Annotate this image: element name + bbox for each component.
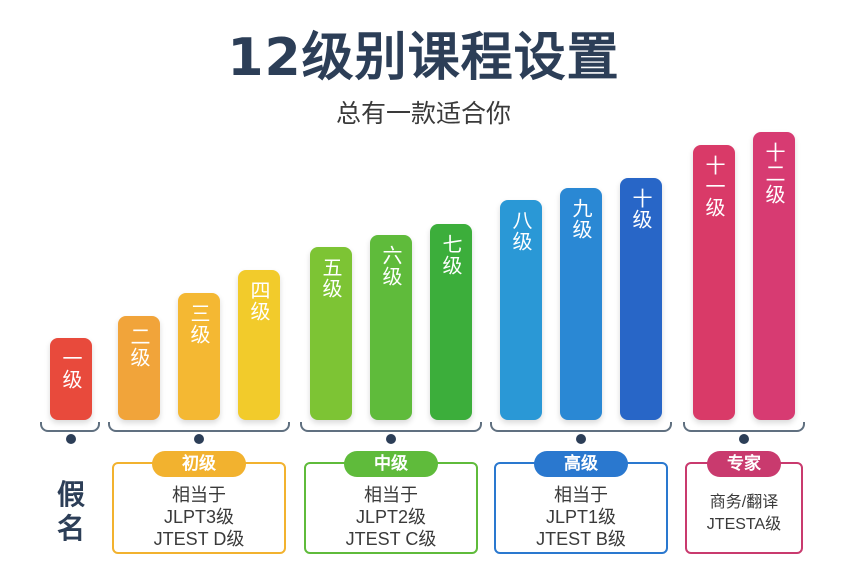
level-label: 五级 bbox=[319, 257, 343, 299]
desc-line: JLPT1级 bbox=[545, 507, 617, 527]
level-bar-11: 十一级 bbox=[693, 145, 735, 420]
level-bar-7: 七级 bbox=[430, 224, 472, 420]
desc-line: 相当于 bbox=[554, 485, 608, 505]
level-bar-12: 十二级 bbox=[753, 132, 795, 420]
group-name: 初级 bbox=[152, 451, 246, 477]
level-bar-8: 八级 bbox=[500, 200, 542, 420]
bracket-dot bbox=[386, 434, 396, 444]
level-bar-10: 十级 bbox=[620, 178, 662, 420]
level-label: 七级 bbox=[439, 234, 463, 276]
level-label: 十级 bbox=[629, 188, 653, 230]
level-label: 二级 bbox=[127, 326, 151, 368]
level-bar-2: 二级 bbox=[118, 316, 160, 420]
group-description: 商务/翻译 JTESTA级 bbox=[687, 492, 801, 536]
group-description: 相当于 JLPT2级 JTEST C级 bbox=[306, 484, 476, 550]
group-intermediate: 中级 相当于 JLPT2级 JTEST C级 bbox=[304, 451, 478, 554]
bracket-advanced bbox=[490, 422, 672, 432]
level-label: 十一级 bbox=[702, 155, 726, 218]
level-bar-4: 四级 bbox=[238, 270, 280, 420]
level-bar-9: 九级 bbox=[560, 188, 602, 420]
desc-line: JTEST C级 bbox=[345, 529, 437, 549]
level-label: 八级 bbox=[509, 210, 533, 252]
desc-line: JTESTA级 bbox=[706, 516, 782, 533]
desc-line: 相当于 bbox=[172, 485, 226, 505]
group-name: 高级 bbox=[534, 451, 628, 477]
bracket-kana bbox=[40, 422, 100, 432]
bracket-dot bbox=[66, 434, 76, 444]
level-bar-1: 一级 bbox=[50, 338, 92, 420]
level-bar-6: 六级 bbox=[370, 235, 412, 420]
bracket-beginner bbox=[108, 422, 290, 432]
bracket-expert bbox=[683, 422, 805, 432]
level-bar-3: 三级 bbox=[178, 293, 220, 420]
level-label: 十二级 bbox=[762, 142, 786, 205]
group-name: 中级 bbox=[344, 451, 438, 477]
desc-line: 相当于 bbox=[364, 485, 418, 505]
page-subtitle: 总有一款适合你 bbox=[335, 99, 511, 128]
group-advanced: 高级 相当于 JLPT1级 JTEST B级 bbox=[494, 451, 668, 554]
group-name: 专家 bbox=[707, 451, 781, 477]
desc-line: JTEST D级 bbox=[153, 529, 245, 549]
desc-line: JLPT3级 bbox=[163, 507, 235, 527]
bracket-intermediate bbox=[300, 422, 482, 432]
bracket-dot bbox=[194, 434, 204, 444]
desc-line: JTEST B级 bbox=[536, 529, 626, 549]
bracket-dot bbox=[576, 434, 586, 444]
level-bar-5: 五级 bbox=[310, 247, 352, 420]
bracket-dot bbox=[739, 434, 749, 444]
desc-line: 商务/翻译 bbox=[709, 494, 779, 511]
level-label: 六级 bbox=[379, 245, 403, 287]
group-beginner: 初级 相当于 JLPT3级 JTEST D级 bbox=[112, 451, 286, 554]
desc-line: JLPT2级 bbox=[355, 507, 427, 527]
group-expert: 专家 商务/翻译 JTESTA级 bbox=[685, 451, 803, 554]
page-title: 12级别课程设置 bbox=[227, 28, 620, 88]
level-label: 四级 bbox=[247, 280, 271, 322]
level-label: 一级 bbox=[59, 348, 83, 390]
level-label: 三级 bbox=[187, 303, 211, 345]
level-label: 九级 bbox=[569, 198, 593, 240]
kana-label: 假名 bbox=[56, 478, 85, 545]
group-description: 相当于 JLPT3级 JTEST D级 bbox=[114, 484, 284, 550]
group-description: 相当于 JLPT1级 JTEST B级 bbox=[496, 484, 666, 550]
